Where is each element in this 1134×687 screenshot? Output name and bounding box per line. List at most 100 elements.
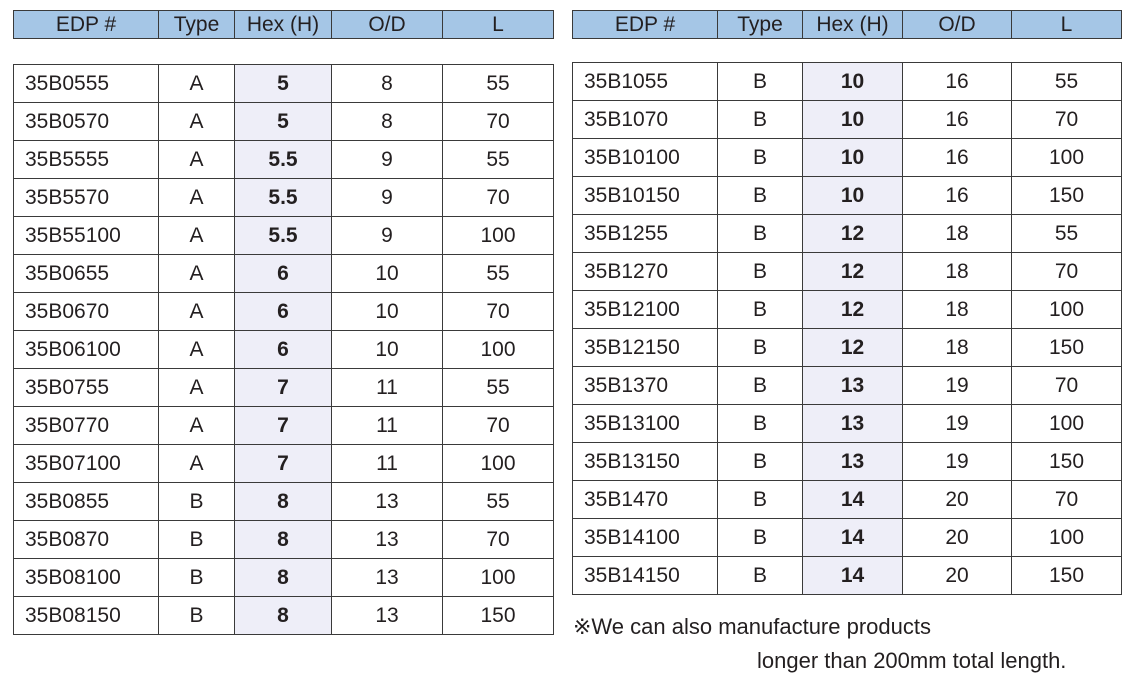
od-cell: 16 <box>902 100 1012 139</box>
table-row: 35B0670 A 6 10 70 <box>13 292 554 331</box>
type-cell: A <box>158 140 235 179</box>
type-cell: A <box>158 254 235 293</box>
type-cell: A <box>158 444 235 483</box>
edp-cell: 35B0770 <box>13 406 159 445</box>
table-row: 35B1370 B 13 19 70 <box>572 366 1122 405</box>
edp-cell: 35B0870 <box>13 520 159 559</box>
table-row: 35B1470 B 14 20 70 <box>572 480 1122 519</box>
od-cell: 18 <box>902 328 1012 367</box>
length-cell: 150 <box>1011 442 1122 481</box>
hex-cell: 7 <box>234 444 332 483</box>
length-cell: 55 <box>442 140 554 179</box>
length-cell: 55 <box>1011 214 1122 253</box>
od-cell: 18 <box>902 290 1012 329</box>
length-cell: 70 <box>1011 100 1122 139</box>
edp-cell: 35B1370 <box>572 366 718 405</box>
hex-cell: 13 <box>802 404 903 443</box>
table-row: 35B55100 A 5.5 9 100 <box>13 216 554 255</box>
length-cell: 100 <box>1011 518 1122 557</box>
hex-cell: 8 <box>234 596 332 635</box>
table-row: 35B0855 B 8 13 55 <box>13 482 554 521</box>
table-row: 35B1255 B 12 18 55 <box>572 214 1122 253</box>
hex-cell: 12 <box>802 214 903 253</box>
col-header-type: Type <box>717 10 803 39</box>
table-row: 35B10100 B 10 16 100 <box>572 138 1122 177</box>
table-row: 35B1270 B 12 18 70 <box>572 252 1122 291</box>
table-row: 35B08150 B 8 13 150 <box>13 596 554 635</box>
table-row: 35B0755 A 7 11 55 <box>13 368 554 407</box>
length-cell: 150 <box>1011 176 1122 215</box>
note-line-2: longer than 200mm total length. <box>757 648 1067 673</box>
edp-cell: 35B0570 <box>13 102 159 141</box>
type-cell: A <box>158 178 235 217</box>
type-cell: B <box>717 442 803 481</box>
type-cell: B <box>717 176 803 215</box>
length-cell: 150 <box>1011 328 1122 367</box>
hex-cell: 12 <box>802 290 903 329</box>
od-cell: 19 <box>902 366 1012 405</box>
length-cell: 70 <box>1011 366 1122 405</box>
length-cell: 150 <box>1011 556 1122 595</box>
od-cell: 11 <box>331 368 443 407</box>
hex-cell: 14 <box>802 518 903 557</box>
table-row: 35B07100 A 7 11 100 <box>13 444 554 483</box>
length-cell: 100 <box>442 330 554 369</box>
od-cell: 20 <box>902 518 1012 557</box>
hex-cell: 10 <box>802 62 903 101</box>
od-cell: 16 <box>902 62 1012 101</box>
hex-cell: 8 <box>234 482 332 521</box>
od-cell: 10 <box>331 254 443 293</box>
od-cell: 16 <box>902 176 1012 215</box>
length-cell: 150 <box>442 596 554 635</box>
edp-cell: 35B0655 <box>13 254 159 293</box>
hex-cell: 13 <box>802 366 903 405</box>
table-row: 35B0770 A 7 11 70 <box>13 406 554 445</box>
table-row: 35B1070 B 10 16 70 <box>572 100 1122 139</box>
table-row: 35B0570 A 5 8 70 <box>13 102 554 141</box>
hex-cell: 10 <box>802 100 903 139</box>
type-cell: B <box>717 214 803 253</box>
type-cell: A <box>158 406 235 445</box>
length-cell: 55 <box>442 254 554 293</box>
edp-cell: 35B10100 <box>572 138 718 177</box>
hex-cell: 6 <box>234 254 332 293</box>
table-row: 35B1055 B 10 16 55 <box>572 62 1122 101</box>
od-cell: 8 <box>331 102 443 141</box>
edp-cell: 35B06100 <box>13 330 159 369</box>
type-cell: B <box>717 252 803 291</box>
od-cell: 10 <box>331 330 443 369</box>
table-row: 35B14150 B 14 20 150 <box>572 556 1122 595</box>
edp-cell: 35B13100 <box>572 404 718 443</box>
hex-cell: 13 <box>802 442 903 481</box>
hex-cell: 8 <box>234 558 332 597</box>
edp-cell: 35B0555 <box>13 64 159 103</box>
edp-cell: 35B0755 <box>13 368 159 407</box>
left-table: 35B0555 A 5 8 55 35B0570 A 5 8 70 35B5555 A 5.5 9 55 35… <box>13 64 554 635</box>
od-cell: 9 <box>331 140 443 179</box>
left-table-header: EDP # Type Hex (H) O/D L <box>13 10 554 39</box>
right-table-header: EDP # Type Hex (H) O/D L <box>572 10 1122 39</box>
length-cell: 55 <box>442 368 554 407</box>
table-row: 35B13150 B 13 19 150 <box>572 442 1122 481</box>
type-cell: B <box>158 558 235 597</box>
col-header-edp: EDP # <box>13 10 159 39</box>
note-line-1: ※We can also manufacture products <box>573 614 931 639</box>
length-cell: 100 <box>1011 290 1122 329</box>
col-header-edp: EDP # <box>572 10 718 39</box>
od-cell: 9 <box>331 216 443 255</box>
type-cell: A <box>158 102 235 141</box>
edp-cell: 35B12100 <box>572 290 718 329</box>
table-row: 35B0655 A 6 10 55 <box>13 254 554 293</box>
edp-cell: 35B5555 <box>13 140 159 179</box>
od-cell: 20 <box>902 556 1012 595</box>
edp-cell: 35B0670 <box>13 292 159 331</box>
type-cell: A <box>158 292 235 331</box>
type-cell: B <box>717 480 803 519</box>
od-cell: 9 <box>331 178 443 217</box>
hex-cell: 6 <box>234 330 332 369</box>
length-cell: 55 <box>442 64 554 103</box>
hex-cell: 8 <box>234 520 332 559</box>
hex-cell: 5 <box>234 64 332 103</box>
type-cell: B <box>158 520 235 559</box>
hex-cell: 6 <box>234 292 332 331</box>
